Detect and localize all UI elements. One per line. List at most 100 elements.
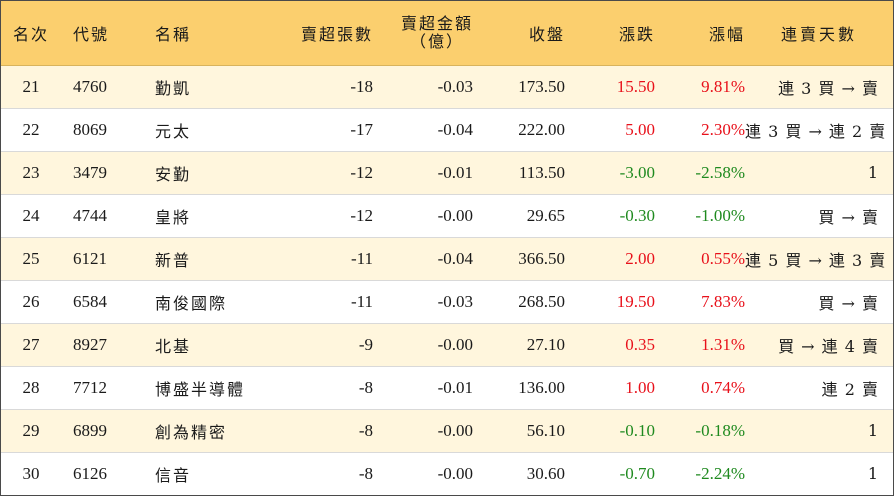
change-pct-cell: 9.81% — [701, 76, 745, 96]
close-price-cell: 113.50 — [518, 162, 565, 182]
price-change-cell: 1.00 — [625, 377, 655, 397]
stock-name-cell: 皇將 — [155, 207, 192, 227]
price-change-cell: -0.30 — [619, 205, 655, 225]
stock-code-cell: 8927 — [73, 334, 107, 354]
stock-name-cell: 南俊國際 — [155, 293, 228, 313]
rank-cell: 24 — [22, 205, 40, 225]
net-sell-amount-cell: -0.00 — [437, 463, 473, 483]
price-change-cell: 0.35 — [625, 334, 655, 354]
sell-streak-cell: 連 3 買 → 連 2 賣 — [745, 121, 887, 141]
rank-cell: 26 — [22, 291, 40, 311]
net-sell-sheets-cell: -12 — [350, 162, 373, 182]
price-change-cell: 2.00 — [625, 248, 655, 268]
net-sell-amount-cell: -0.01 — [437, 377, 473, 397]
stock-code-cell: 7712 — [73, 377, 107, 397]
stock-name-cell: 新普 — [155, 250, 192, 270]
table-row: 29 6899 創為精密 -8 -0.00 56.10 -0.10 -0.18% 1 — [1, 409, 893, 452]
net-sell-amount-cell: -0.01 — [437, 162, 473, 182]
table-row: 27 8927 北基 -9 -0.00 27.10 0.35 1.31% 買 → 連 4 賣 — [1, 323, 893, 366]
net-sell-sheets-cell: -9 — [358, 334, 373, 354]
stock-code-cell: 3479 — [73, 162, 107, 182]
price-change-cell: 19.50 — [616, 291, 655, 311]
stock-code-cell: 6121 — [73, 248, 107, 268]
net-sell-sheets-cell: -18 — [350, 76, 373, 96]
close-price-cell: 27.10 — [526, 334, 565, 354]
stock-code-cell: 4760 — [73, 76, 107, 96]
rank-cell: 23 — [22, 162, 40, 182]
header-net-sell-amount-text: 賣超金額 （億） — [400, 13, 473, 51]
net-sell-amount-cell: -0.04 — [437, 248, 473, 268]
header-name: 名稱 — [143, 1, 285, 66]
table-row: 21 4760 勤凱 -18 -0.03 173.50 15.50 9.81% 連 3 買 → … — [1, 65, 893, 108]
close-price-cell: 30.60 — [526, 463, 565, 483]
table-row: 25 6121 新普 -11 -0.04 366.50 2.00 0.55% 連 5 買 → 連… — [1, 237, 893, 280]
stock-code-cell: 8069 — [73, 119, 107, 139]
rank-cell: 21 — [22, 76, 40, 96]
change-pct-cell: 0.74% — [701, 377, 745, 397]
close-price-cell: 366.50 — [518, 248, 565, 268]
change-pct-cell: -1.00% — [695, 205, 745, 225]
table-body: 21 4760 勤凱 -18 -0.03 173.50 15.50 9.81% 連 3 買 → … — [1, 65, 893, 495]
change-pct-cell: -2.24% — [695, 463, 745, 483]
stock-name-cell: 元太 — [155, 121, 192, 141]
net-sell-sheets-cell: -17 — [350, 119, 373, 139]
net-sell-sheets-cell: -8 — [358, 377, 373, 397]
price-change-cell: -0.10 — [619, 420, 655, 440]
header-change: 漲跌 — [565, 1, 655, 66]
net-sell-amount-cell: -0.00 — [437, 334, 473, 354]
table-row: 26 6584 南俊國際 -11 -0.03 268.50 19.50 7.83% 買 → 賣 — [1, 280, 893, 323]
close-price-cell: 136.00 — [518, 377, 565, 397]
stock-name-cell: 北基 — [155, 336, 192, 356]
stock-name-cell: 安勤 — [155, 164, 192, 184]
net-sell-sheets-cell: -8 — [358, 420, 373, 440]
table-header-row: 名次 代號 名稱 賣超張數 賣超金額 （億） 收盤 漲跌 漲幅 連賣天數 — [1, 1, 893, 66]
change-pct-cell: 2.30% — [701, 119, 745, 139]
net-sell-amount-cell: -0.00 — [437, 420, 473, 440]
rank-cell: 27 — [22, 334, 40, 354]
header-streak: 連賣天數 — [745, 1, 893, 66]
close-price-cell: 222.00 — [518, 119, 565, 139]
header-net-sell-amount-line1: 賣超金額 — [400, 13, 473, 33]
stock-code-cell: 4744 — [73, 205, 107, 225]
net-sell-sheets-cell: -11 — [350, 291, 373, 311]
table-row: 22 8069 元太 -17 -0.04 222.00 5.00 2.30% 連 3 買 → 連… — [1, 108, 893, 151]
sell-streak-cell: 買 → 賣 — [818, 293, 879, 313]
stock-name-cell: 博盛半導體 — [155, 379, 246, 399]
stock-name-cell: 信音 — [155, 465, 192, 485]
rank-cell: 22 — [22, 119, 40, 139]
price-change-cell: 5.00 — [625, 119, 655, 139]
close-price-cell: 56.10 — [526, 420, 565, 440]
table-row: 23 3479 安勤 -12 -0.01 113.50 -3.00 -2.58% 1 — [1, 151, 893, 194]
change-pct-cell: -2.58% — [695, 162, 745, 182]
rank-cell: 25 — [22, 248, 40, 268]
sell-streak-cell: 買 → 賣 — [818, 207, 879, 227]
header-net-sell-amount: 賣超金額 （億） — [373, 1, 473, 66]
rank-cell: 30 — [22, 463, 40, 483]
close-price-cell: 29.65 — [526, 205, 565, 225]
change-pct-cell: 7.83% — [701, 291, 745, 311]
net-sell-sheets-cell: -12 — [350, 205, 373, 225]
table-row: 28 7712 博盛半導體 -8 -0.01 136.00 1.00 0.74% 連 2 賣 — [1, 366, 893, 409]
header-close: 收盤 — [473, 1, 565, 66]
change-pct-cell: 0.55% — [701, 248, 745, 268]
net-sell-amount-cell: -0.00 — [437, 205, 473, 225]
header-change-pct: 漲幅 — [655, 1, 745, 66]
sell-streak-cell: 連 2 賣 — [821, 379, 879, 399]
net-sell-amount-cell: -0.03 — [437, 76, 473, 96]
net-sell-amount-cell: -0.03 — [437, 291, 473, 311]
sell-streak-cell: 1 — [867, 464, 879, 484]
sell-streak-cell: 連 5 買 → 連 3 賣 — [745, 250, 887, 270]
change-pct-cell: 1.31% — [701, 334, 745, 354]
stock-name-cell: 創為精密 — [155, 422, 228, 442]
net-sell-sheets-cell: -11 — [350, 248, 373, 268]
sell-streak-cell: 連 3 買 → 賣 — [778, 78, 879, 98]
header-net-sell-amount-line2: （億） — [409, 31, 464, 51]
price-change-cell: -3.00 — [619, 162, 655, 182]
close-price-cell: 268.50 — [518, 291, 565, 311]
net-sell-sheets-cell: -8 — [358, 463, 373, 483]
stock-name-cell: 勤凱 — [155, 78, 192, 98]
header-rank: 名次 — [1, 1, 61, 66]
header-net-sell-sheets: 賣超張數 — [285, 1, 373, 66]
price-change-cell: 15.50 — [616, 76, 655, 96]
